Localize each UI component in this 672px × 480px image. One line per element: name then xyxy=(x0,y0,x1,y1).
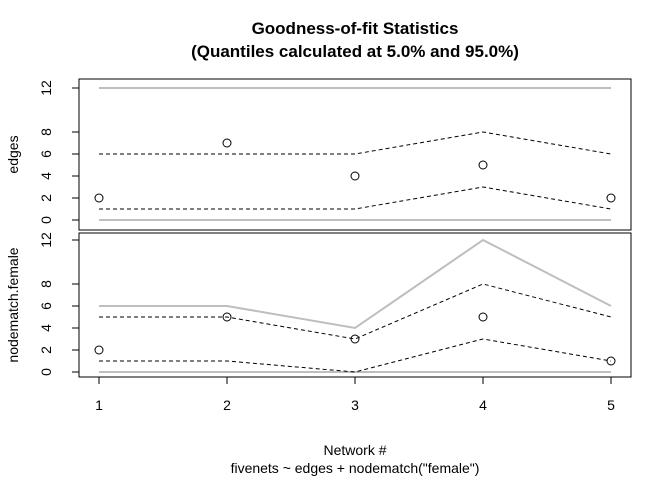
y-tick-label: 6 xyxy=(38,150,54,158)
y-axis: 0 2 4 6 8 12 xyxy=(38,232,79,376)
y-tick-label: 12 xyxy=(38,232,54,248)
chart-title: Goodness-of-fit Statistics xyxy=(252,19,459,38)
upper-quantile-line xyxy=(99,131,612,155)
y-tick-label: 6 xyxy=(38,302,54,310)
y-tick-label: 8 xyxy=(38,128,54,136)
model-formula: fivenets ~ edges + nodematch("female") xyxy=(231,460,480,476)
y-tick-label: 2 xyxy=(38,194,54,202)
y-axis-label: edges xyxy=(5,135,21,173)
panel-1: 0 2 4 6 8 12 edges xyxy=(5,78,632,231)
y-tick-label: 0 xyxy=(38,368,54,376)
x-tick-label: 3 xyxy=(351,397,359,413)
observed-point xyxy=(350,171,360,181)
y-tick-label: 0 xyxy=(38,216,54,224)
max-line xyxy=(99,238,612,330)
observed-point xyxy=(94,193,104,203)
observed-point xyxy=(606,356,616,366)
observed-point xyxy=(222,138,232,148)
y-tick-label: 2 xyxy=(38,346,54,354)
observed-point xyxy=(478,312,488,322)
y-tick-label: 4 xyxy=(38,172,54,180)
observed-point xyxy=(222,312,232,322)
chart-subtitle-quantiles: (Quantiles calculated at 5.0% and 95.0%) xyxy=(191,42,519,61)
x-tick-label: 5 xyxy=(607,397,615,413)
observed-point xyxy=(94,345,104,355)
lower-quantile-line xyxy=(99,186,612,210)
y-axis-label: nodematch.female xyxy=(5,247,21,362)
x-tick-label: 4 xyxy=(479,397,487,413)
x-tick-label: 2 xyxy=(223,397,231,413)
x-tick-label: 1 xyxy=(95,397,103,413)
y-tick-label: 12 xyxy=(38,80,54,96)
lower-quantile-line xyxy=(99,338,612,373)
y-axis: 0 2 4 6 8 12 xyxy=(38,80,79,224)
upper-quantile-line xyxy=(99,283,612,340)
x-axis-label: Network # xyxy=(323,442,386,458)
y-tick-label: 8 xyxy=(38,280,54,288)
observed-point xyxy=(350,334,360,344)
observed-point xyxy=(606,193,616,203)
x-axis: 1 2 3 4 5 xyxy=(95,376,615,413)
y-tick-label: 4 xyxy=(38,324,54,332)
observed-point xyxy=(478,160,488,170)
